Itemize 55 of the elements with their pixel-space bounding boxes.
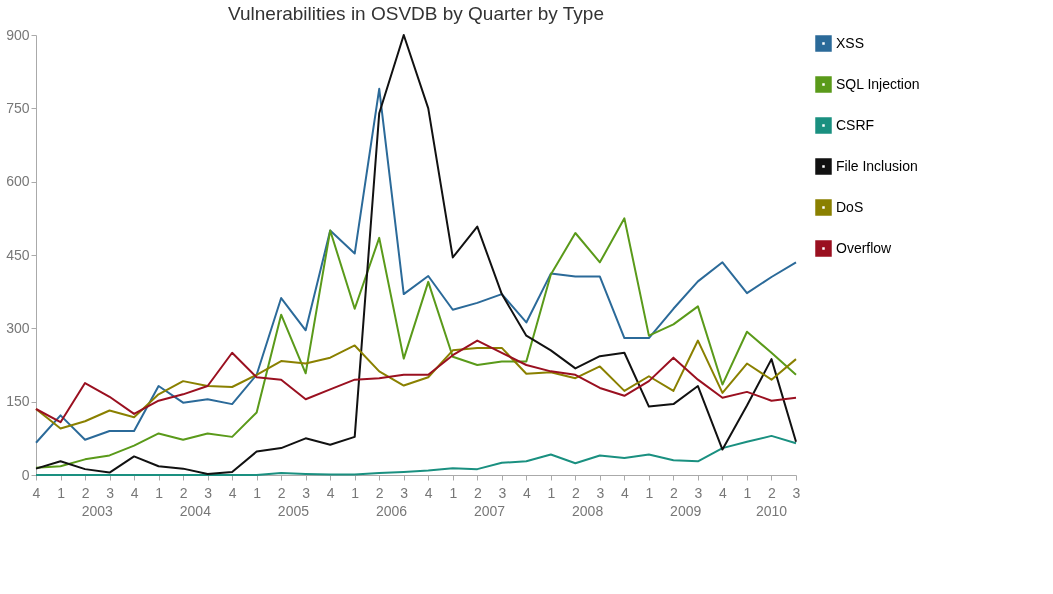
x-tick-label: 3	[106, 484, 115, 501]
y-tick-label: 0	[21, 466, 30, 483]
line-series	[35, 87, 797, 444]
x-tick-label: 2	[81, 484, 90, 501]
legend-label: CSRF	[836, 116, 875, 133]
text: 2007	[473, 503, 506, 519]
x-tick-label: 2	[277, 484, 286, 501]
x-tick-label: 1	[57, 484, 66, 501]
x-tick-label: 3	[498, 484, 507, 501]
x-tick-label: 3	[302, 484, 311, 501]
x-tick-label: 2	[473, 484, 482, 501]
x-tick-label: 4	[326, 484, 335, 501]
x-tick-label: 4	[719, 484, 728, 501]
x-tick-label: 1	[351, 484, 360, 501]
x-tick-label: 4	[228, 484, 237, 501]
x-tick-label: 3	[792, 484, 801, 501]
legend-label: File Inclusion	[836, 157, 918, 174]
x-tick-label: 3	[204, 484, 213, 501]
x-tick-label: 2	[571, 484, 580, 501]
x-tick-label: 4	[32, 484, 41, 501]
legend-label: XSS	[836, 34, 865, 51]
x-tick-label: 2	[768, 484, 777, 501]
x-tick-label: 4	[424, 484, 433, 501]
legend-label: Overflow	[836, 239, 893, 256]
x-tick-label: 1	[449, 484, 458, 501]
x-tick-label: 2	[670, 484, 679, 501]
x-tick-label: 1	[253, 484, 262, 501]
text: 2003	[81, 503, 114, 519]
x-tick-label: 3	[596, 484, 605, 501]
text: 2010	[755, 503, 788, 519]
x-tick-label: 2	[179, 484, 188, 501]
y-tick-label: 750	[6, 99, 30, 116]
text: 2009	[670, 503, 702, 519]
y-tick-label: 450	[6, 246, 30, 263]
y-tick-label: 900	[6, 26, 30, 43]
x-tick-label: 3	[694, 484, 703, 501]
text: 2008	[572, 503, 604, 519]
chart-title: Vulnerabilities in OSVDB by Quarter by Type	[228, 3, 604, 24]
x-tick-label: 4	[130, 484, 139, 501]
legend-label: SQL Injection	[836, 75, 920, 92]
x-tick-label: 1	[645, 484, 654, 501]
x-tick-label: 2	[375, 484, 384, 501]
x-tick-label: 4	[522, 484, 531, 501]
y-tick-label: 150	[6, 393, 30, 410]
legend-label: DoS	[836, 198, 864, 215]
x-tick-label: 4	[620, 484, 629, 501]
y-tick-label: 600	[6, 173, 30, 190]
x-tick-label: 3	[400, 484, 409, 501]
text: 2005	[277, 503, 310, 519]
x-tick-label: 1	[743, 484, 752, 501]
text: 2006	[375, 503, 408, 519]
text: 2004	[179, 503, 212, 519]
y-tick-label: 300	[6, 319, 30, 336]
x-tick-label: 1	[547, 484, 556, 501]
x-tick-label: 1	[155, 484, 164, 501]
